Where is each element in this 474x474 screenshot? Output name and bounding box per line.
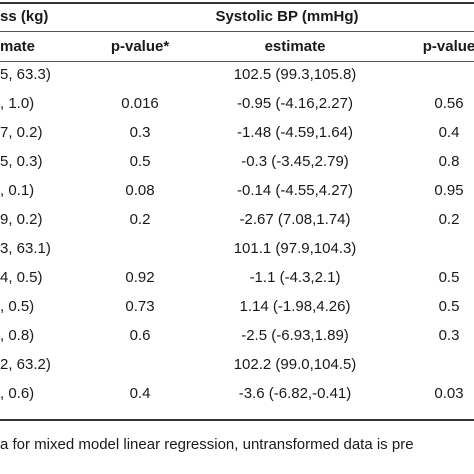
cell-estimate-left: , 0.5) bbox=[0, 298, 35, 315]
header-rule bbox=[0, 31, 474, 32]
header-pvalue-2: p-value bbox=[422, 38, 474, 55]
header-estimate-left: mate bbox=[0, 38, 36, 55]
cell-estimate-left: , 0.8) bbox=[0, 327, 35, 344]
cell-estimate-2: -2.67 (7.08,1.74) bbox=[239, 211, 351, 228]
cell-estimate-2: 102.2 (99.0,104.5) bbox=[233, 356, 357, 373]
cell-estimate-2: 1.14 (-1.98,4.26) bbox=[239, 298, 351, 315]
cell-pvalue-2: 0.5 bbox=[438, 298, 460, 315]
cell-pvalue-1: 0.08 bbox=[125, 182, 155, 199]
header-group-systolic-bp: Systolic BP (mmHg) bbox=[215, 8, 359, 25]
cell-estimate-2: -0.95 (-4.16,2.27) bbox=[237, 95, 353, 112]
header-group-mass: ss (kg) bbox=[0, 8, 49, 25]
cell-pvalue-1: 0.2 bbox=[129, 211, 151, 228]
cell-estimate-2: 102.5 (99.3,105.8) bbox=[233, 66, 357, 83]
cell-pvalue-1: 0.016 bbox=[121, 95, 159, 112]
cell-estimate-left: 9, 0.2) bbox=[0, 211, 43, 228]
cell-pvalue-1: 0.6 bbox=[129, 327, 151, 344]
cell-pvalue-2: 0.56 bbox=[434, 95, 464, 112]
header-pvalue-1: p-value* bbox=[110, 38, 170, 55]
cell-estimate-2: -2.5 (-6.93,1.89) bbox=[241, 327, 349, 344]
cell-pvalue-2: 0.3 bbox=[438, 327, 460, 344]
cell-pvalue-1: 0.4 bbox=[129, 385, 151, 402]
cell-estimate-2: -3.6 (-6.82,-0.41) bbox=[238, 385, 352, 402]
cell-estimate-left: 2, 63.2) bbox=[0, 356, 51, 373]
table-footnote: a for mixed model linear regression, unt… bbox=[0, 436, 414, 453]
cell-pvalue-2: 0.2 bbox=[438, 211, 460, 228]
cell-pvalue-2: 0.4 bbox=[438, 124, 460, 141]
cell-estimate-2: -0.14 (-4.55,4.27) bbox=[237, 182, 353, 199]
cell-pvalue-2: 0.8 bbox=[438, 153, 460, 170]
cell-pvalue-1: 0.3 bbox=[129, 124, 151, 141]
cell-pvalue-1: 0.92 bbox=[125, 269, 155, 286]
cell-estimate-left: , 0.1) bbox=[0, 182, 35, 199]
cell-estimate-left: 4, 0.5) bbox=[0, 269, 43, 286]
cell-estimate-left: 5, 63.3) bbox=[0, 66, 51, 83]
header-bottom-rule bbox=[0, 61, 474, 62]
cell-estimate-left: 5, 0.3) bbox=[0, 153, 43, 170]
cell-estimate-left: , 1.0) bbox=[0, 95, 35, 112]
table-top-rule bbox=[0, 2, 474, 4]
cell-pvalue-2: 0.95 bbox=[434, 182, 464, 199]
cell-estimate-2: 101.1 (97.9,104.3) bbox=[233, 240, 357, 257]
cell-estimate-left: 3, 63.1) bbox=[0, 240, 51, 257]
cell-estimate-2: -0.3 (-3.45,2.79) bbox=[241, 153, 349, 170]
table-bottom-rule bbox=[0, 419, 474, 421]
cell-pvalue-1: 0.73 bbox=[125, 298, 155, 315]
cell-estimate-left: , 0.6) bbox=[0, 385, 35, 402]
cell-estimate-left: 7, 0.2) bbox=[0, 124, 43, 141]
cell-pvalue-2: 0.03 bbox=[434, 385, 464, 402]
cell-pvalue-2: 0.5 bbox=[438, 269, 460, 286]
cell-estimate-2: -1.1 (-4.3,2.1) bbox=[249, 269, 341, 286]
cell-pvalue-1: 0.5 bbox=[129, 153, 151, 170]
header-estimate-2: estimate bbox=[264, 38, 326, 55]
cell-estimate-2: -1.48 (-4.59,1.64) bbox=[237, 124, 353, 141]
